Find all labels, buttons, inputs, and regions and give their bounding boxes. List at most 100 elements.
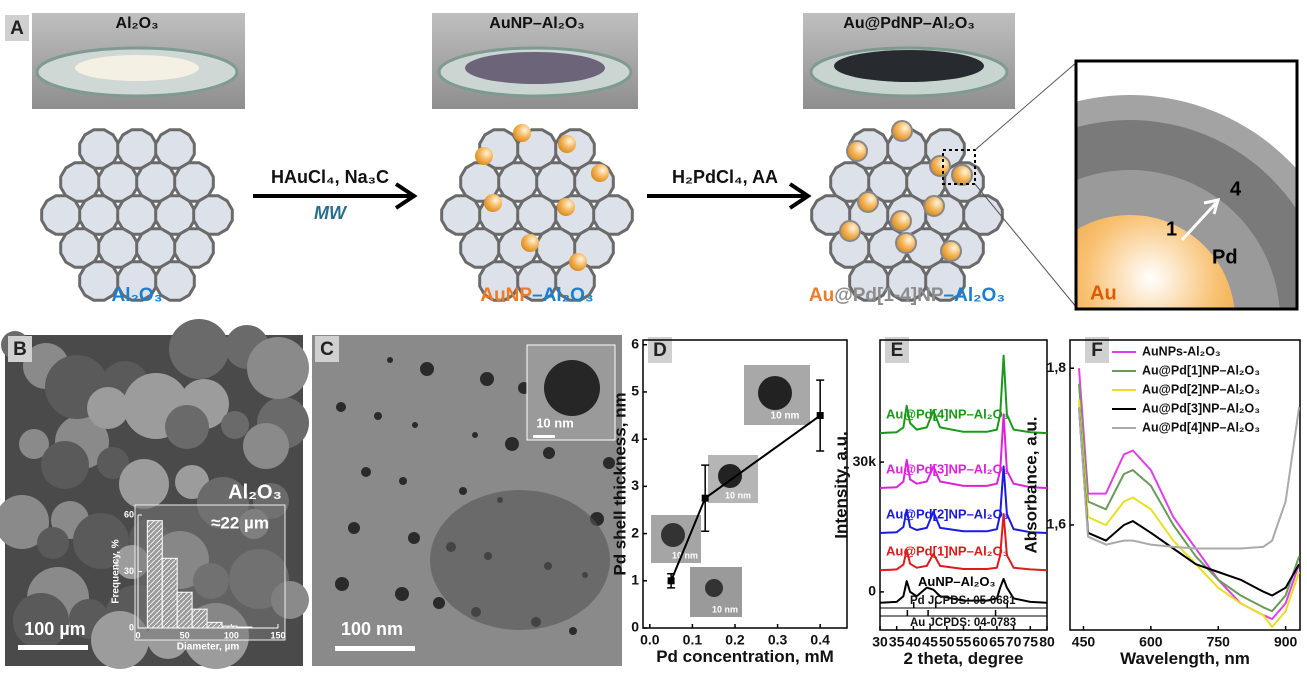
x-axis-label: Pd concentration, mM [656, 647, 834, 666]
y-tick-label: 30 [124, 566, 134, 576]
series-line [879, 577, 1048, 604]
chart: 0 50 100 150 0 30 60 Diameter, µm Frequency, % [111, 509, 286, 652]
honeycombs [40, 120, 1004, 302]
aupd-particle [890, 210, 912, 232]
x-tick-label: 75 [1023, 633, 1039, 649]
x-tick-label: 50 [939, 633, 955, 649]
condition: MW [314, 203, 348, 223]
scale-label: 10 nm [725, 490, 751, 500]
pore [924, 260, 966, 302]
series-line [1078, 383, 1301, 613]
material-label: AuNP–Al₂O₃ [480, 285, 593, 306]
y-tick-label: 0 [129, 622, 134, 632]
photo-title: Al₂O₃ [116, 15, 159, 32]
panel-label-box [885, 337, 909, 363]
label-part: @Pd[1-4]NP [834, 285, 944, 306]
pore [192, 194, 234, 236]
au-core [1077, 215, 1235, 308]
sem-label: Al₂O₃ [228, 481, 282, 503]
pore [516, 260, 558, 302]
d-insets: 10 nm 10 nm 10 nm 10 nm [651, 365, 810, 617]
y-tick-label: 1,6 [1047, 516, 1067, 532]
np [348, 522, 360, 534]
au-particle [558, 135, 576, 153]
x-tick-label: 0.1 [683, 631, 703, 647]
x-tick-label: 45 [922, 633, 938, 649]
grain [87, 387, 129, 429]
material-label: Au@Pd[1-4]NP–Al₂O₃ [809, 285, 1005, 306]
au-particle [475, 147, 493, 165]
grain [165, 405, 209, 449]
y-axis-label: Intensity, a.u. [831, 431, 850, 538]
np [374, 412, 382, 420]
legend-label: Au@Pd[4]NP–Al₂O₃ [1142, 420, 1260, 434]
panel-labels: A B C D E F [5, 15, 1109, 363]
aupd-particle [857, 191, 879, 213]
y-axis-label: Absorbance, a.u. [1021, 417, 1040, 554]
panel-label-box [1085, 337, 1109, 363]
point [667, 577, 675, 585]
x-tick-label: 900 [1274, 633, 1298, 649]
scale-label: 10 nm [672, 550, 698, 560]
powder [75, 55, 199, 81]
au-particle [484, 194, 502, 212]
reference-label: Au JCPDS: 04-0783 [910, 617, 1016, 629]
panel-a: Al₂O₃ AuNP–Al₂O₃ Au@PdNP–Al₂O₃ Al₂O₃ AuN… [32, 13, 1299, 311]
np [399, 477, 407, 485]
pore [554, 260, 596, 302]
photo-title: Au@PdNP–Al₂O₃ [843, 15, 974, 32]
chart: 450 600 750 900 1,6 1,8 Wavelength, nm Absorban… [1021, 339, 1301, 668]
grain [41, 441, 89, 489]
np [433, 597, 445, 609]
grain [247, 337, 309, 399]
x-tick-label: 100 [224, 630, 239, 640]
plot-frame [642, 339, 848, 629]
x-tick-label: 0 [135, 630, 140, 640]
au-particle [569, 253, 587, 271]
grain [97, 447, 129, 479]
particle [661, 523, 685, 547]
panel-label: E [891, 340, 904, 361]
arrow [647, 182, 812, 210]
au-particle [557, 198, 575, 216]
particle [705, 579, 723, 597]
y-tick-label: 0 [631, 619, 639, 635]
np [387, 357, 393, 363]
x-axis-label: 2 theta, degree [904, 649, 1024, 668]
x-tick-label: 55 [956, 633, 972, 649]
x-tick-label: 35 [889, 633, 905, 649]
np [361, 467, 371, 477]
panel-label: A [10, 18, 24, 39]
plot-frame [1069, 339, 1301, 631]
point [701, 494, 709, 502]
inset-label: Pd [1212, 246, 1238, 268]
series-line [879, 354, 1048, 435]
point [816, 412, 824, 420]
aupd-particle [923, 195, 945, 217]
inset-label: 1 [1166, 218, 1177, 240]
arrow [1180, 198, 1221, 242]
grain [13, 593, 69, 649]
panel-label: F [1091, 340, 1103, 361]
panel-label-box [5, 15, 29, 41]
scale-label: 10 nm [771, 411, 800, 422]
arrow [253, 182, 418, 210]
grain [73, 513, 129, 569]
scale-bar [18, 645, 88, 650]
pore [116, 260, 158, 302]
series-label: Au@Pd[2]NP–Al₂O₃ [886, 506, 1009, 521]
grain [37, 527, 69, 559]
x-tick-label: 750 [1207, 633, 1231, 649]
grain [169, 319, 229, 379]
np [420, 362, 434, 376]
photo-title: AuNP–Al₂O₃ [489, 15, 584, 32]
zoom-lines [974, 61, 1078, 309]
series-label: Au@Pd[4]NP–Al₂O₃ [886, 406, 1009, 421]
y-tick-label: 1,8 [1047, 359, 1067, 375]
panel-label-box [8, 336, 32, 362]
scale-bar [533, 435, 555, 438]
hist-bar [206, 621, 223, 629]
panel-label-box [648, 337, 672, 363]
reference-label: Pd JCPDS: 05-0681 [910, 595, 1016, 607]
